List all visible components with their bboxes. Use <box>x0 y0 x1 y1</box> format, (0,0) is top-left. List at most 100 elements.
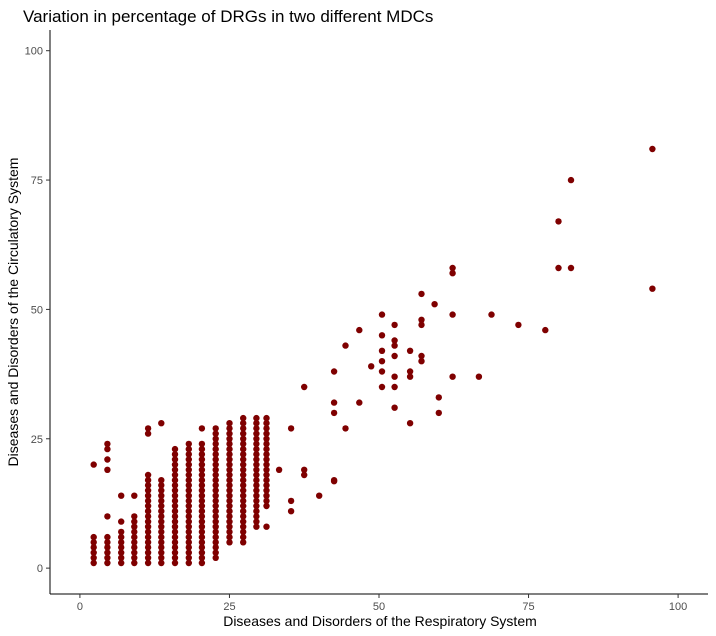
data-point <box>263 461 270 468</box>
data-point <box>342 342 349 349</box>
data-point <box>330 409 338 417</box>
data-point <box>391 321 398 329</box>
data-point <box>240 523 247 530</box>
data-point <box>90 539 97 546</box>
data-point <box>118 518 125 525</box>
data-point <box>158 554 165 561</box>
data-point <box>212 549 219 556</box>
data-point <box>226 523 233 530</box>
data-point <box>287 425 295 432</box>
data-point <box>158 533 165 541</box>
data-point <box>131 513 138 520</box>
data-point <box>226 518 233 525</box>
data-point <box>185 533 192 541</box>
data-point <box>185 528 192 536</box>
data-point <box>144 508 152 515</box>
data-point <box>226 533 233 541</box>
data-point <box>158 492 165 499</box>
data-point <box>131 533 138 541</box>
data-point <box>240 456 247 463</box>
data-point <box>253 492 260 499</box>
data-point <box>158 544 165 551</box>
data-point <box>144 492 152 499</box>
data-point <box>198 461 206 468</box>
data-point <box>263 451 270 458</box>
data-point <box>418 321 425 329</box>
x-tick-label: 0 <box>77 601 83 613</box>
data-point <box>158 420 165 427</box>
data-point <box>212 502 219 510</box>
data-point <box>240 497 247 505</box>
data-point <box>212 451 219 458</box>
data-point <box>391 352 398 360</box>
data-point <box>185 445 192 453</box>
data-point <box>171 523 179 530</box>
data-point <box>198 477 206 484</box>
data-point <box>171 528 179 536</box>
data-point <box>185 471 192 479</box>
data-points <box>90 145 656 567</box>
data-point <box>330 368 338 375</box>
data-point <box>158 559 165 567</box>
data-point <box>185 456 192 463</box>
x-tick-label: 100 <box>669 601 687 613</box>
data-point <box>185 461 192 468</box>
data-point <box>212 518 219 525</box>
data-point <box>198 554 206 561</box>
data-point <box>198 497 206 505</box>
data-point <box>198 528 206 536</box>
data-point <box>226 466 233 473</box>
data-point <box>171 518 179 525</box>
data-point <box>185 487 192 494</box>
data-point <box>391 383 398 391</box>
data-point <box>342 425 349 432</box>
data-point <box>185 544 192 551</box>
y-tick-label: 75 <box>31 175 43 187</box>
data-point <box>391 404 398 411</box>
data-point <box>90 559 97 567</box>
data-point <box>263 466 270 473</box>
data-point <box>185 518 192 525</box>
data-point <box>542 326 549 334</box>
data-point <box>104 445 111 453</box>
data-point <box>253 482 260 489</box>
data-point <box>212 471 219 479</box>
x-tick-label: 25 <box>223 601 235 613</box>
data-point <box>240 445 247 453</box>
data-point <box>263 425 270 432</box>
data-point <box>185 554 192 561</box>
data-point <box>253 518 260 525</box>
data-point <box>198 549 206 556</box>
data-point <box>475 373 483 380</box>
data-point <box>118 539 125 546</box>
data-point <box>226 508 233 515</box>
data-point <box>356 399 363 406</box>
data-point <box>263 497 270 505</box>
data-point <box>253 435 260 442</box>
data-point <box>330 399 338 406</box>
x-axis-ticks: 0 25 50 75 100 <box>77 594 687 613</box>
data-point <box>144 471 152 479</box>
data-point <box>131 554 138 561</box>
data-point <box>90 533 97 541</box>
data-point <box>198 425 206 432</box>
data-point <box>171 487 179 494</box>
data-point <box>144 528 152 536</box>
data-point <box>301 383 308 391</box>
data-point <box>226 528 233 536</box>
data-point <box>118 533 125 541</box>
data-point <box>418 352 425 360</box>
data-point <box>406 347 414 354</box>
data-point <box>226 487 233 494</box>
data-point <box>171 451 179 458</box>
data-point <box>253 466 260 473</box>
data-point <box>226 461 233 468</box>
data-point <box>131 559 138 567</box>
data-point <box>253 451 260 458</box>
data-point <box>378 311 386 318</box>
data-point <box>418 316 425 323</box>
data-point <box>263 477 270 484</box>
data-point <box>449 311 456 318</box>
data-point <box>253 461 260 468</box>
data-point <box>171 471 179 479</box>
